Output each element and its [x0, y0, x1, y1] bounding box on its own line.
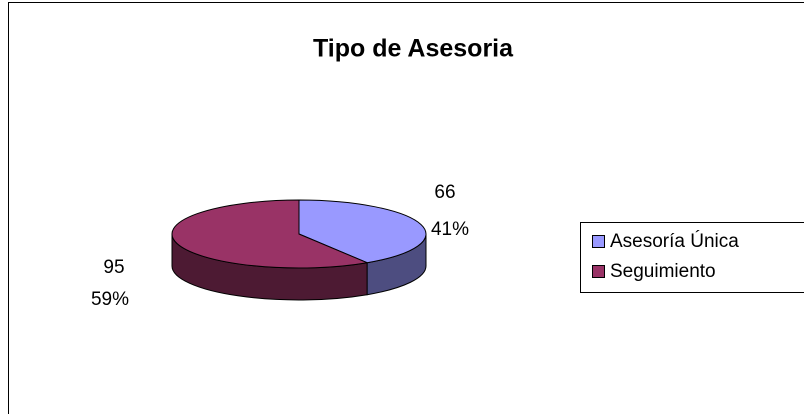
- pie-slice: [171, 199, 369, 269]
- percent-label: 41%: [431, 219, 469, 240]
- legend: [580, 222, 804, 293]
- data-label: 95: [103, 257, 124, 278]
- legend-label: Asesoría Única: [610, 230, 739, 252]
- chart-border: [8, 2, 804, 414]
- legend-swatch: [592, 235, 605, 248]
- percent-label: 59%: [91, 289, 129, 310]
- chart-title: Tipo de Asesoria: [313, 35, 514, 63]
- legend-label: Seguimiento: [610, 261, 716, 282]
- legend-swatch: [592, 265, 605, 278]
- data-label: 66: [434, 182, 455, 203]
